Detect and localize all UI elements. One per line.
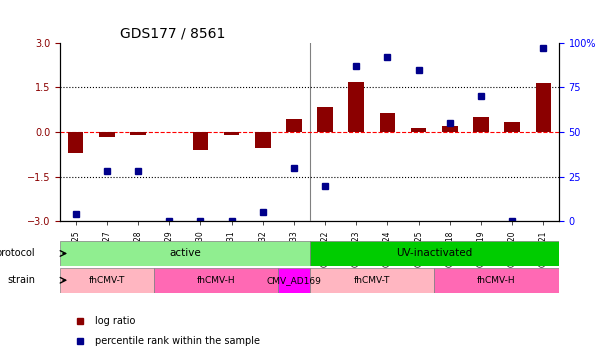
Text: GDS177 / 8561: GDS177 / 8561 [120,26,225,40]
Bar [286,119,302,132]
Bar [68,132,84,153]
Text: fhCMV-T: fhCMV-T [89,276,125,285]
Bar [130,132,146,135]
Bar [411,127,427,132]
FancyBboxPatch shape [434,268,559,293]
Bar [255,132,270,149]
Text: CMV_AD169: CMV_AD169 [266,276,322,285]
Text: protocol: protocol [0,248,35,258]
FancyBboxPatch shape [60,241,310,266]
FancyBboxPatch shape [154,268,278,293]
FancyBboxPatch shape [310,268,434,293]
Text: strain: strain [7,275,35,285]
Bar [504,122,520,132]
Bar [380,113,395,132]
Bar [192,132,208,150]
FancyBboxPatch shape [278,268,310,293]
Text: fhCMV-H: fhCMV-H [477,276,516,285]
Bar [442,126,457,132]
Text: log ratio: log ratio [95,316,135,326]
Text: fhCMV-H: fhCMV-H [197,276,236,285]
FancyBboxPatch shape [310,241,559,266]
Text: percentile rank within the sample: percentile rank within the sample [95,336,260,346]
FancyBboxPatch shape [60,268,154,293]
Text: fhCMV-T: fhCMV-T [353,276,390,285]
Bar [349,81,364,132]
Bar [535,83,551,132]
Bar [317,107,333,132]
Bar [473,117,489,132]
Text: UV-inactivated: UV-inactivated [396,248,472,258]
Text: active: active [169,248,201,258]
Bar [99,132,115,136]
Bar [224,132,239,135]
